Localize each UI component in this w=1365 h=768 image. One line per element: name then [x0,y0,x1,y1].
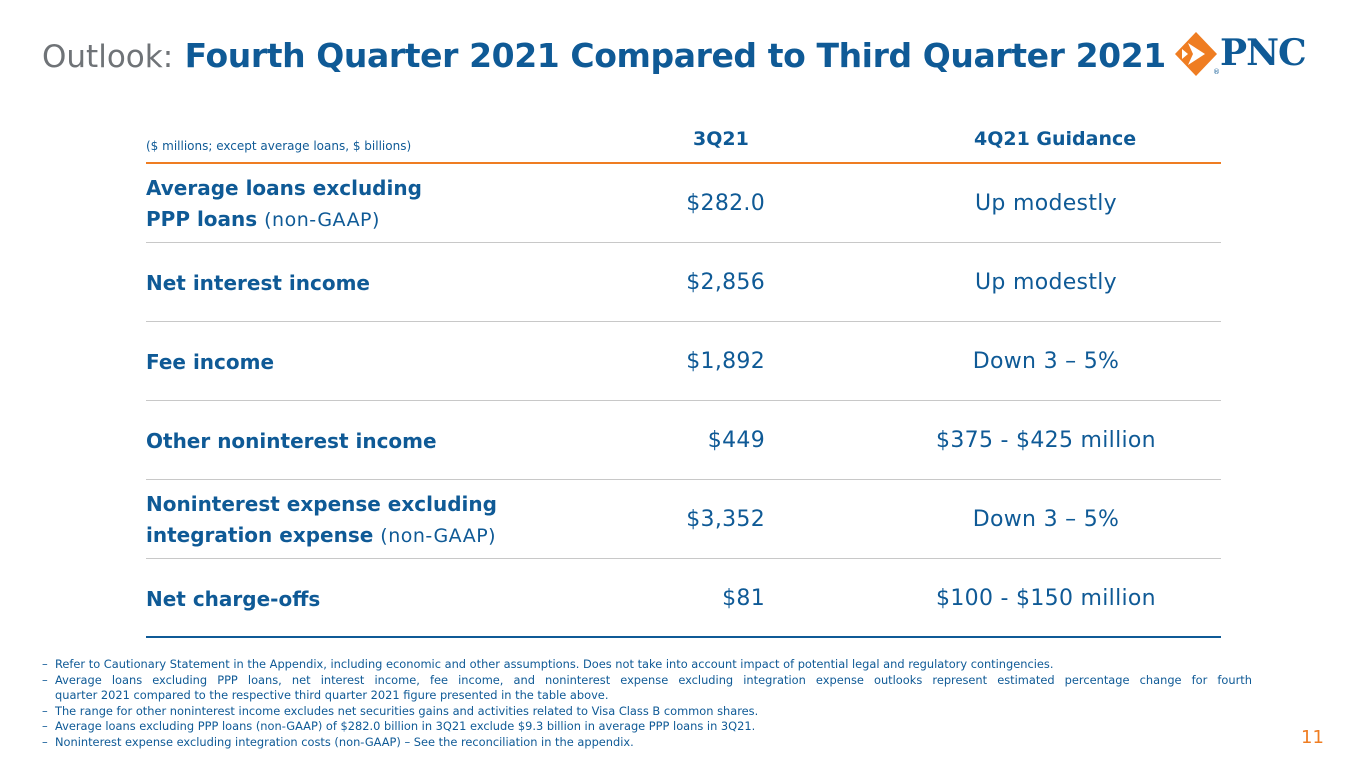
table-row-net-interest-income: Net interest income $2,856 Up modestly [146,244,1221,322]
units-note: ($ millions; except average loans, $ bil… [146,139,412,153]
row-label: Average loans excluding PPP loans (non-G… [146,165,422,243]
title-main: Fourth Quarter 2021 Compared to Third Qu… [184,36,1167,75]
footnote-line1: Average loans excluding PPP loans, net i… [55,672,1252,687]
footnote: Noninterest expense excluding integratio… [42,735,1252,751]
column-header-3q21: 3Q21 [693,128,749,150]
row-guidance: Up modestly [975,270,1117,295]
footnotes: Refer to Cautionary Statement in the App… [42,657,1252,750]
row-label: Net charge-offs [146,586,321,611]
footnote-line2: quarter 2021 compared to the respective … [55,688,609,702]
row-label: Noninterest expense excluding integratio… [146,481,497,559]
row-label-line2: integration expense [146,522,374,547]
row-value-3q21: $2,856 [686,270,765,295]
row-guidance: Down 3 – 5% [972,507,1120,532]
table-row-fee-income: Fee income $1,892 Down 3 – 5% [146,323,1221,401]
pnc-logo-icon [1175,32,1217,76]
pnc-logo-wordmark: PNC [1220,32,1307,74]
row-value-3q21: $3,352 [686,507,765,532]
table-row-net-charge-offs: Net charge-offs $81 $100 - $150 million [146,560,1221,638]
non-gaap-note: (non-GAAP) [264,208,380,231]
row-label-line1: Noninterest expense excluding [146,491,497,516]
row-label: Fee income [146,349,275,374]
column-header-4q21-guidance: 4Q21 Guidance [974,128,1137,150]
row-divider [146,400,1221,401]
row-divider [146,479,1221,480]
table-row-other-noninterest-income: Other noninterest income $449 $375 - $42… [146,402,1221,480]
table-row-average-loans: Average loans excluding PPP loans (non-G… [146,165,1221,243]
row-value-3q21: $282.0 [686,191,765,216]
non-gaap-note: (non-GAAP) [380,524,497,547]
row-label-line1: Average loans excluding [146,175,422,200]
row-label: Other noninterest income [146,428,437,453]
row-label: Net interest income [146,270,370,295]
footnote: Refer to Cautionary Statement in the App… [42,657,1252,673]
title-prefix: Outlook: [42,39,174,75]
row-divider [146,242,1221,243]
pnc-logo: PNC ® [1174,31,1330,77]
page-title: Outlook: Fourth Quarter 2021 Compared to… [42,34,1166,79]
row-divider [146,321,1221,322]
page-number: 11 [1301,727,1324,748]
row-guidance: Down 3 – 5% [972,349,1120,374]
row-value-3q21: $81 [722,586,765,611]
row-divider [146,558,1221,559]
footnote: Average loans excluding PPP loans (non-G… [42,719,1252,735]
row-guidance: $100 - $150 million [936,586,1156,611]
row-guidance: Up modestly [975,191,1117,216]
footnote: The range for other noninterest income e… [42,704,1252,720]
table-bottom-rule [146,636,1221,638]
row-value-3q21: $449 [707,428,765,453]
row-label-line2: PPP loans [146,206,258,231]
row-value-3q21: $1,892 [686,349,765,374]
row-guidance: $375 - $425 million [936,428,1156,453]
registered-mark: ® [1213,68,1220,76]
footnote: Average loans excluding PPP loans, net i… [42,673,1252,704]
header-divider [146,162,1221,164]
table-row-noninterest-expense: Noninterest expense excluding integratio… [146,481,1221,559]
